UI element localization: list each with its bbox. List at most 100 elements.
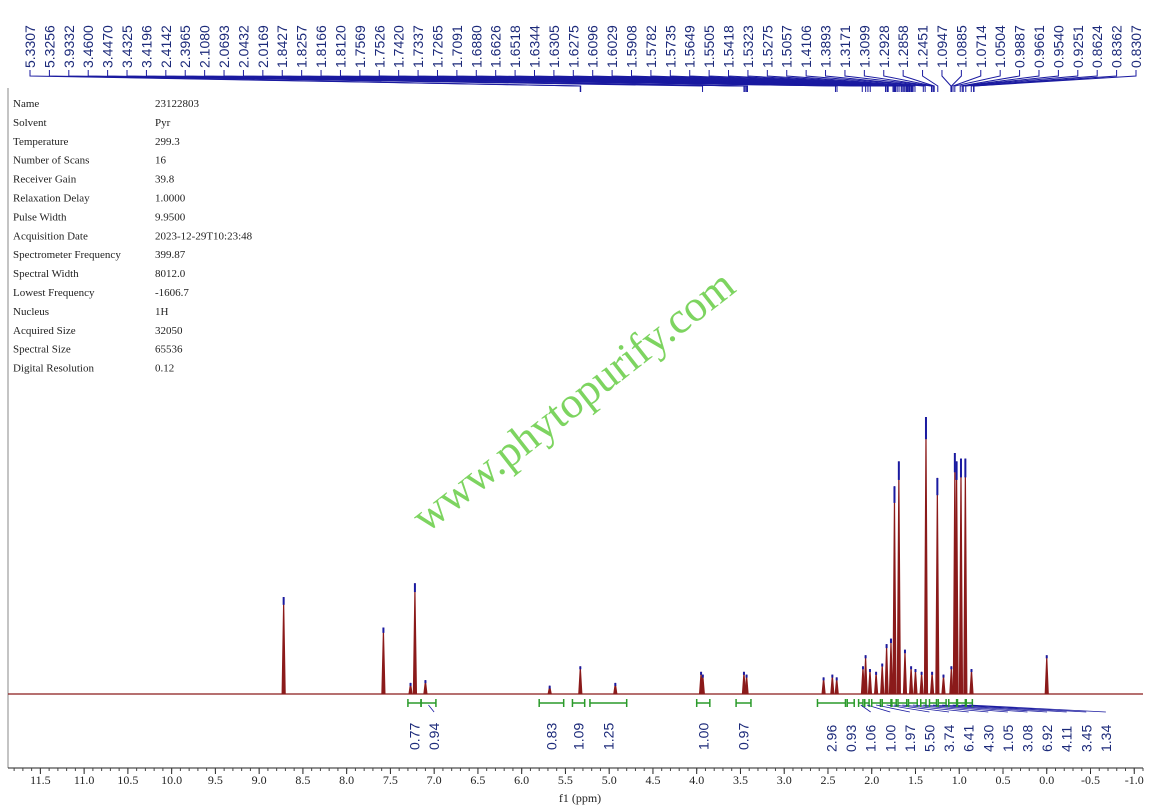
peak-label: 2.1080 [197,25,213,68]
peak-label: 0.8624 [1089,25,1105,68]
x-tick-label: 11.0 [74,773,95,787]
x-tick-label: 3.0 [777,773,792,787]
peak-label: 0.8307 [1128,25,1144,68]
x-tick-label: 7.5 [383,773,398,787]
x-tick-label: -0.5 [1081,773,1100,787]
param-name: Acquired Size [13,325,76,337]
integral-connector [866,704,891,713]
param-value: 2023-12-29T10:23:48 [155,230,253,242]
x-tick-label: 6.5 [470,773,485,787]
param-name: Nucleus [13,306,49,318]
peak-connector [708,70,912,92]
integral-label: 1.00 [882,725,898,752]
x-tick-label: 8.5 [295,773,310,787]
peak-label: 1.7420 [391,25,407,68]
x-tick-label: -1.0 [1125,773,1144,787]
peak-connector [728,70,913,92]
peak-connector [48,70,582,92]
x-tick-label: 3.5 [733,773,748,787]
x-tick-label: 1.5 [908,773,923,787]
peak-label: 1.8166 [313,25,329,68]
peak [884,644,889,695]
peak-label: 1.2928 [876,25,892,68]
param-value: 299.3 [155,136,180,148]
x-tick-label: 0.0 [1039,773,1054,787]
peak-label: 1.7091 [449,25,465,68]
param-value: 399.87 [155,249,186,261]
peak [896,461,901,695]
peak-label: 1.6518 [507,25,523,68]
peak [919,671,924,695]
peak-connector [766,70,914,92]
peak-label: 1.5505 [701,25,717,68]
peak [913,669,918,695]
param-value: 65536 [155,344,183,356]
peak-label: 1.2858 [895,25,911,68]
peak-label: 1.8427 [274,25,290,68]
integral-label: 0.94 [426,723,442,750]
param-name: Spectral Width [13,268,79,280]
integral-connector [886,704,930,713]
peak-label: 1.6275 [565,25,581,68]
peak-label: 1.6305 [546,25,562,68]
peak-label: 5.3307 [22,25,38,68]
x-tick-label: 9.0 [252,773,267,787]
integral-connector [893,704,950,713]
integral-label: 0.77 [406,723,422,750]
integral-label: 0.93 [843,725,859,752]
x-tick-label: 0.5 [995,773,1010,787]
integral-label: 1.34 [1098,725,1114,752]
peak [867,669,873,695]
peak [281,597,286,695]
x-tick-label: 2.5 [820,773,835,787]
peak-label: 1.7337 [410,25,426,68]
peak-connector [805,70,924,92]
integral-label: 1.00 [695,723,711,750]
peak [1044,655,1049,695]
x-axis-label: f1 (ppm) [559,791,601,805]
peak-connector [965,70,1079,92]
peak-label: 3.4196 [138,25,154,68]
peak [908,666,914,695]
watermark: www.phytopurify.com [402,260,744,542]
param-name: Acquisition Date [13,230,88,242]
integral-label: 6.92 [1039,725,1055,752]
peak-label: 1.0714 [973,25,989,68]
integral-connector [428,704,435,713]
peak-connector [973,70,1118,92]
peak [923,416,929,695]
peak-connector [786,70,916,92]
x-tick-label: 4.0 [689,773,704,787]
integral-label: 3.08 [1019,725,1035,752]
integral-label: 1.25 [600,723,616,750]
integral-label: 6.41 [961,725,977,752]
peak-label: 1.4106 [798,25,814,68]
integral-label: 3.74 [941,725,957,752]
peak-label: 1.5908 [624,25,640,68]
param-value: 32050 [155,325,183,337]
peak-label: 0.8362 [1109,25,1125,68]
peak-label: 1.6096 [585,25,601,68]
peak-connector [145,70,748,92]
peak-label: 2.0169 [255,25,271,68]
param-value: 0.12 [155,363,174,375]
param-name: Solvent [13,117,47,129]
peak [873,671,879,695]
peak [963,458,968,695]
integral-label: 1.06 [863,725,879,752]
peak-label: 1.0504 [992,25,1008,68]
peak-label: 0.9661 [1031,25,1047,68]
integral-label: 1.97 [902,725,918,752]
peak-label: 1.0947 [934,25,950,68]
peak-label: 5.3256 [41,25,57,68]
peak [958,458,964,695]
x-tick-label: 5.0 [602,773,617,787]
param-value: 23122803 [155,98,200,110]
integral-label: 5.50 [921,725,937,752]
peak [930,671,935,695]
peak-connector [962,70,1059,92]
x-tick-label: 8.0 [339,773,354,787]
param-name: Relaxation Delay [13,193,90,205]
param-name: Spectrometer Frequency [13,249,121,261]
